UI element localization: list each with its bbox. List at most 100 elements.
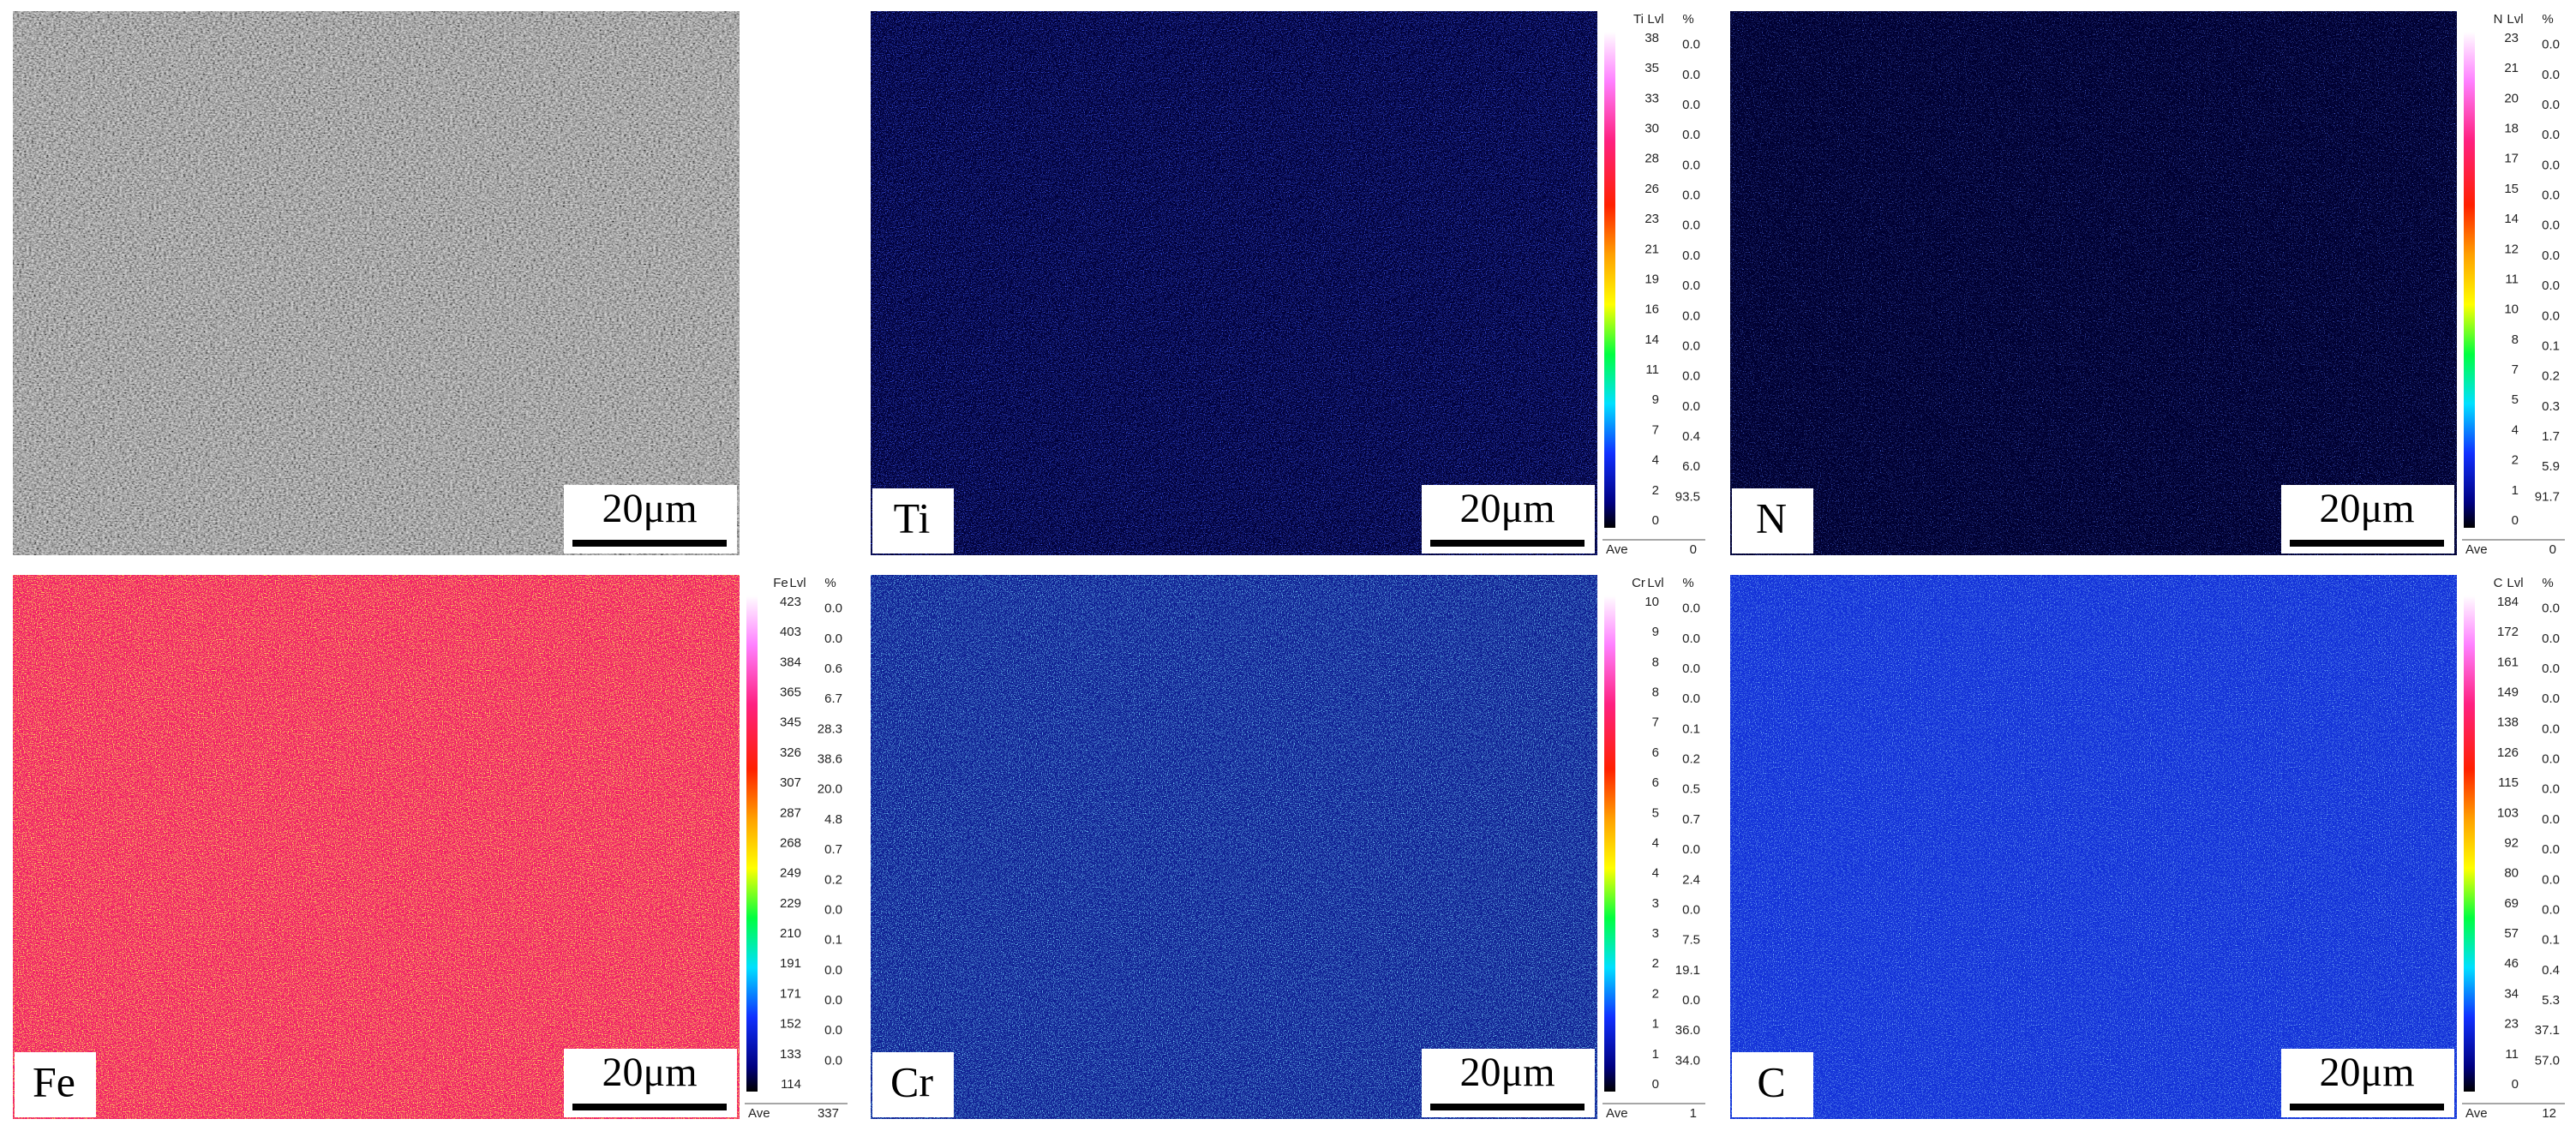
percent-label: 0.6	[824, 661, 842, 676]
ave-label: Ave	[1606, 1106, 1628, 1121]
percent-label: 0.0	[1682, 631, 1700, 646]
map-texture	[13, 11, 740, 555]
level-label: 8	[1652, 655, 1659, 669]
level-label: 2	[1652, 986, 1659, 1001]
percent-label: 0.0	[1682, 369, 1700, 384]
percent-label: 0.0	[2542, 752, 2560, 767]
color-scale	[746, 595, 758, 1092]
level-label: 0	[2512, 513, 2519, 528]
level-label: 307	[780, 775, 801, 790]
ave-value: 0	[2549, 542, 2556, 557]
element-label: Cr	[890, 1057, 933, 1105]
level-label: 7	[1652, 422, 1659, 437]
ave-value: 337	[818, 1106, 839, 1121]
percent-label: 0.0	[2542, 631, 2560, 646]
level-label: 3	[1652, 896, 1659, 911]
percent-label: 5.3	[2542, 993, 2560, 1008]
percent-label: 0.4	[2542, 963, 2560, 978]
level-label: 69	[2504, 896, 2519, 911]
percent-label: 0.0	[1682, 601, 1700, 616]
element-label-box	[872, 488, 954, 554]
percent-label: 0.0	[1682, 98, 1700, 112]
scale-bar-label: 20μm	[602, 1050, 697, 1095]
percent-label: 0.0	[2542, 721, 2560, 736]
level-label: 7	[1652, 715, 1659, 730]
map-texture	[1730, 575, 2457, 1119]
level-label: 2	[1652, 956, 1659, 971]
level-label: 21	[2504, 61, 2519, 75]
level-label: 30	[1644, 122, 1659, 136]
percent-label: 0.0	[1682, 308, 1700, 323]
scale-bar-label: 20μm	[2319, 1050, 2414, 1095]
level-label: 287	[780, 805, 801, 820]
percent-label: 7.5	[1682, 933, 1700, 948]
level-label: 423	[780, 595, 801, 609]
element-label: Fe	[33, 1057, 75, 1105]
level-label: 6	[1652, 775, 1659, 790]
percent-label: 0.0	[824, 601, 842, 616]
map-texture	[871, 11, 1597, 555]
level-label: 80	[2504, 866, 2519, 881]
percent-label: 20.0	[818, 782, 842, 797]
percent-label: 0.0	[2542, 782, 2560, 797]
legend-lvl-header: Lvl	[1647, 12, 1663, 27]
percent-label: 0.1	[824, 933, 842, 948]
legend-pct-header: %	[2542, 12, 2553, 27]
level-label: 23	[2504, 31, 2519, 45]
percent-label: 0.0	[2542, 158, 2560, 172]
level-label: 4	[1652, 866, 1659, 881]
level-label: 7	[2512, 362, 2519, 377]
color-scale	[1604, 32, 1615, 528]
percent-label: 0.0	[2542, 38, 2560, 52]
level-label: 28	[1644, 152, 1659, 166]
map-texture	[1730, 11, 2457, 555]
level-label: 1	[1652, 1017, 1659, 1032]
percent-label: 0.0	[2542, 308, 2560, 323]
percent-label: 0.0	[1682, 661, 1700, 676]
percent-label: 0.0	[824, 1023, 842, 1038]
level-label: 19	[1644, 272, 1659, 286]
percent-label: 6.7	[824, 691, 842, 706]
level-label: 171	[780, 986, 801, 1001]
level-label: 1	[2512, 483, 2519, 498]
percent-label: 0.0	[1682, 248, 1700, 263]
level-label: 229	[780, 896, 801, 911]
legend-element: Fe	[773, 576, 788, 590]
level-label: 92	[2504, 835, 2519, 850]
level-label: 114	[781, 1077, 801, 1092]
legend-lvl-header: Lvl	[1647, 576, 1663, 590]
level-label: 4	[2512, 422, 2519, 437]
percent-label: 0.7	[824, 842, 842, 857]
legend-pct-header: %	[824, 576, 836, 590]
level-label: 23	[1644, 212, 1659, 226]
level-label: 57	[2504, 926, 2519, 941]
level-label: 15	[2504, 182, 2519, 196]
ave-label: Ave	[748, 1106, 770, 1121]
ave-value: 12	[2542, 1106, 2556, 1121]
level-label: 4	[1652, 835, 1659, 850]
level-label: 11	[2505, 1047, 2519, 1062]
legend-element: Ti	[1633, 12, 1644, 27]
level-label: 345	[780, 715, 801, 730]
percent-label: 0.0	[824, 902, 842, 917]
percent-label: 93.5	[1675, 489, 1700, 504]
legend-element: N	[2494, 12, 2503, 27]
percent-label: 0.0	[2542, 68, 2560, 82]
percent-label: 37.1	[2535, 1023, 2560, 1038]
level-label: 14	[1644, 332, 1659, 347]
percent-label: 0.0	[2542, 278, 2560, 293]
percent-label: 0.0	[2542, 218, 2560, 233]
percent-label: 0.0	[2542, 98, 2560, 112]
level-label: 20	[2504, 91, 2519, 105]
level-label: 161	[2497, 655, 2519, 669]
percent-label: 0.0	[1682, 38, 1700, 52]
level-label: 4	[1652, 453, 1659, 468]
percent-label: 0.4	[1682, 429, 1700, 444]
level-label: 17	[2504, 152, 2519, 166]
level-label: 0	[1652, 513, 1659, 528]
level-label: 0	[2512, 1077, 2519, 1092]
ave-label: Ave	[2465, 1106, 2488, 1121]
scale-bar-label: 20μm	[2319, 486, 2414, 531]
level-label: 26	[1644, 182, 1659, 196]
